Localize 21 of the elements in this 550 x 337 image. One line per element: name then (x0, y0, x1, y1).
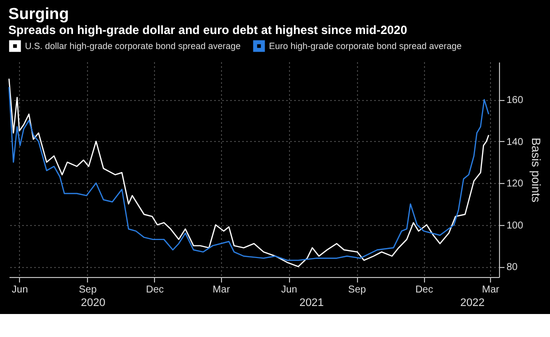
x-tick-label: Dec (146, 284, 164, 296)
text: 2021 (299, 297, 324, 309)
x-tick-label: Jun (12, 284, 28, 296)
legend-label: Euro high-grade corporate bond spread average (269, 41, 462, 52)
x-tick-label: Mar (212, 284, 231, 296)
x-tick-label: Sep (78, 284, 98, 296)
y-tick-label: 140 (506, 136, 524, 148)
y-tick-label: 80 (506, 262, 518, 274)
chart-subtitle: Spreads on high-grade dollar and euro debt at highest since mid-2020 (8, 23, 408, 37)
x-tick-label: Jun (281, 284, 298, 296)
y-tick-label: 120 (506, 178, 524, 190)
y-tick-label: 160 (506, 95, 524, 106)
text: 2020 (80, 297, 106, 309)
chart-title: Surging (8, 6, 69, 23)
x-tick-label: Dec (415, 284, 434, 296)
x-tick-label: Sep (348, 284, 366, 296)
x-tick-label: Mar (482, 284, 500, 296)
y-axis-title: Basis points (529, 138, 544, 202)
legend-label: U.S. dollar high-grade corporate bond spread average (25, 41, 241, 52)
text: 2022 (460, 297, 485, 309)
y-tick-label: 100 (506, 220, 524, 232)
